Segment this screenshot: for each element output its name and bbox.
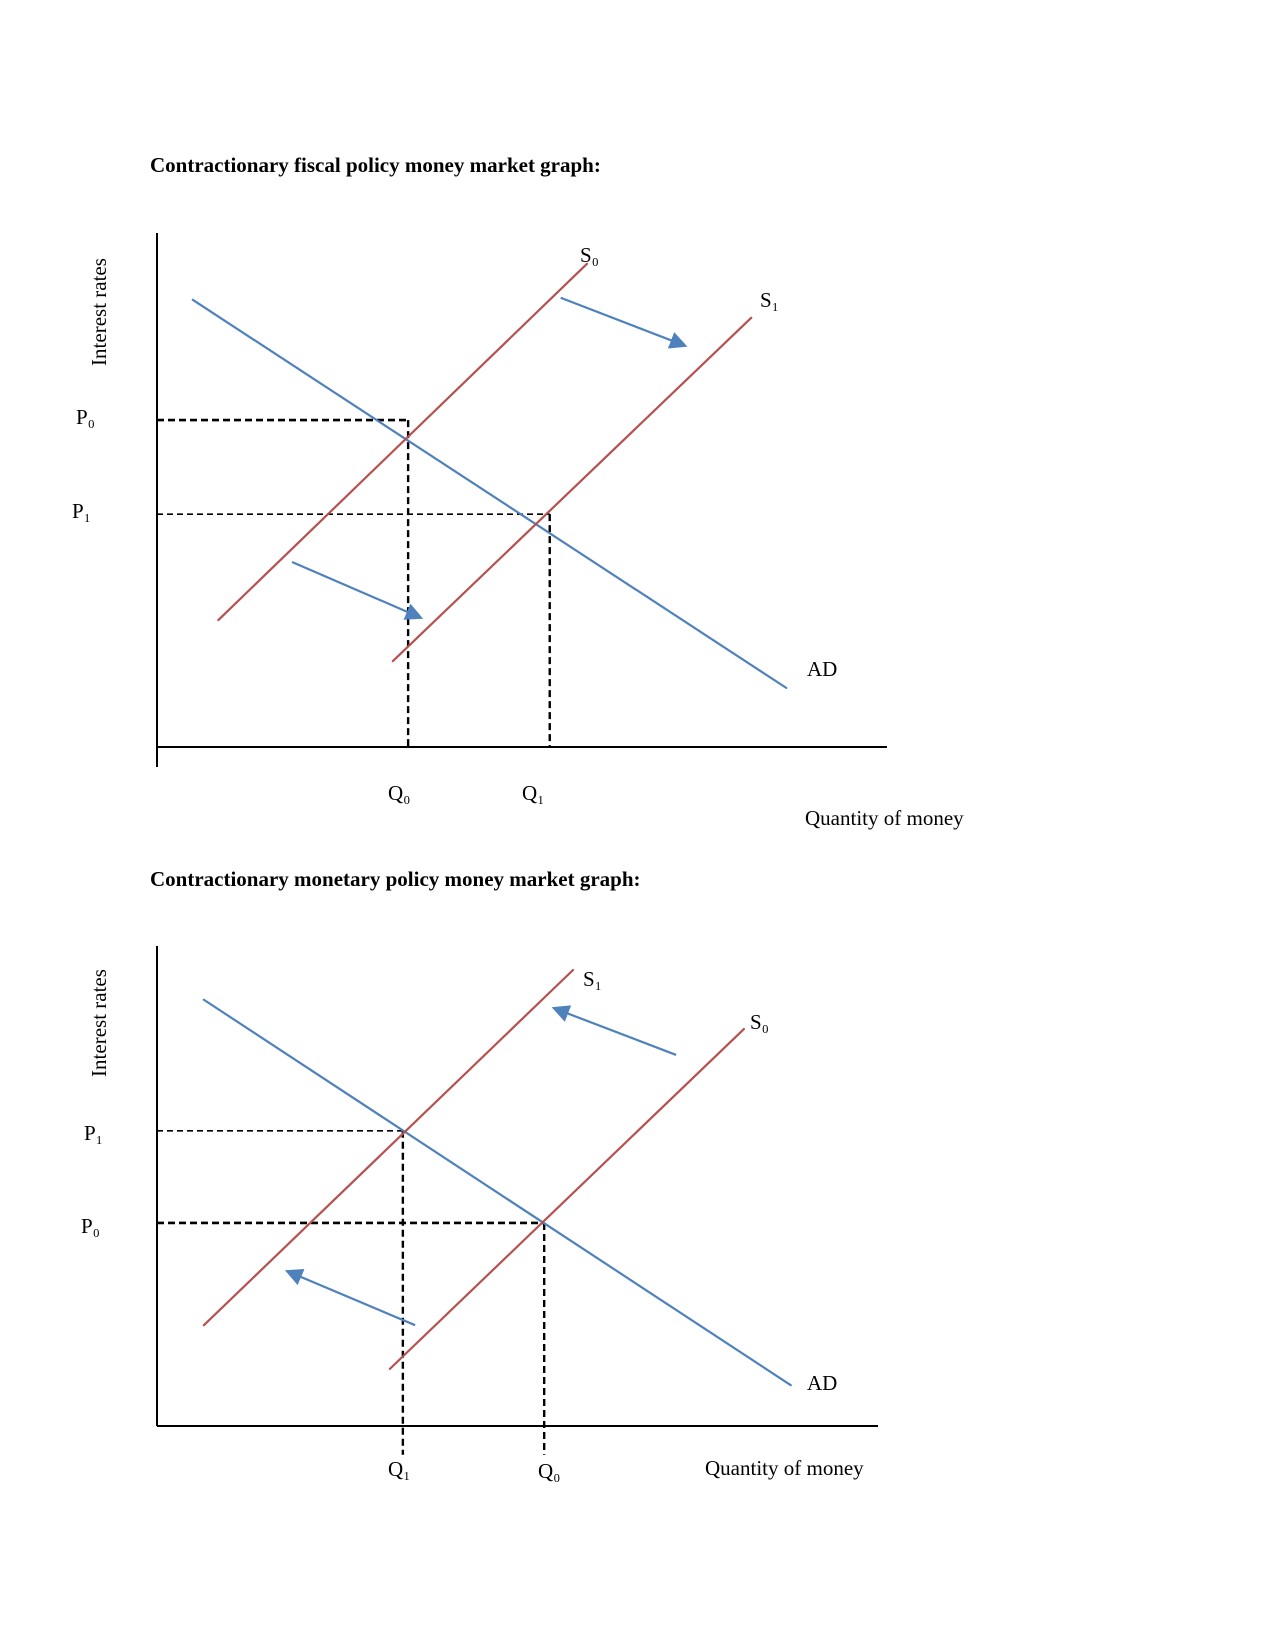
plot-area — [156, 946, 878, 1455]
x-axis-label: Quantity of money — [805, 806, 964, 830]
series-label-s1: S₁ — [583, 967, 602, 991]
quantity-label-q1: Q₁ — [522, 781, 545, 805]
fiscal-policy-chart: Contractionary fiscal policy money marke… — [72, 153, 964, 830]
demand-curve — [202, 998, 792, 1387]
quantity-label-q0: Q₀ — [388, 781, 411, 805]
y-axis-label: Interest rates — [87, 969, 111, 1077]
series-label-ad: AD — [807, 657, 837, 681]
monetary-policy-chart: Contractionary monetary policy money mar… — [81, 867, 878, 1483]
x-axis-label: Quantity of money — [705, 1456, 864, 1480]
price-label-p1: P₁ — [84, 1121, 103, 1145]
series-label-s0: S₀ — [750, 1010, 769, 1034]
demand-curve — [191, 298, 788, 689]
shift-arrow — [560, 296, 688, 349]
price-label-p0: P₀ — [81, 1214, 100, 1238]
shift-arrow — [284, 1268, 416, 1327]
series-label-ad: AD — [807, 1371, 837, 1395]
price-label-p0: P₀ — [76, 405, 95, 429]
shift-arrow — [551, 1005, 677, 1056]
chart-title: Contractionary monetary policy money mar… — [150, 867, 641, 891]
price-label-p1: P₁ — [72, 499, 91, 523]
y-axis-label: Interest rates — [87, 258, 111, 366]
series-label-s0: S₀ — [580, 243, 599, 267]
quantity-label-q0: Q₀ — [538, 1459, 561, 1483]
supply-curve — [391, 316, 753, 663]
supply-curve — [202, 968, 575, 1327]
quantity-label-q1: Q₁ — [388, 1457, 411, 1481]
chart-title: Contractionary fiscal policy money marke… — [150, 153, 601, 177]
series-label-s1: S₁ — [760, 288, 779, 312]
supply-curve — [217, 262, 589, 622]
supply-curve — [388, 1027, 745, 1370]
shift-arrow — [291, 560, 424, 620]
plot-area — [156, 233, 887, 767]
